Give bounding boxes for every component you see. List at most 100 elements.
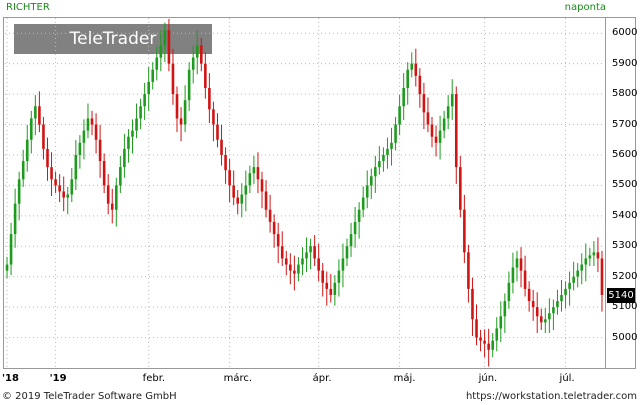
y-tick-label: 5600 — [612, 148, 638, 160]
candle-body — [284, 258, 288, 265]
x-tick-label: máj. — [393, 373, 416, 384]
candle-body — [127, 136, 130, 149]
x-tick-label: '19 — [49, 373, 67, 384]
candle-body — [78, 142, 82, 155]
candle-body — [110, 203, 114, 210]
candle-body — [252, 167, 256, 174]
candle-body — [147, 81, 150, 95]
x-tick-label: ápr. — [312, 373, 332, 384]
candle-body — [106, 185, 110, 204]
candle-body — [167, 30, 171, 64]
candle-body — [471, 288, 474, 320]
candle-body — [228, 170, 231, 186]
candle-body — [333, 282, 337, 295]
candle-body — [418, 75, 422, 95]
candle-body — [9, 234, 13, 265]
candle-body — [17, 179, 21, 204]
interval-label[interactable]: naponta — [564, 2, 606, 13]
candle-body — [90, 118, 94, 125]
candle-body — [535, 307, 539, 317]
candle-body — [527, 288, 531, 302]
candle-body — [98, 139, 102, 162]
candle-body — [414, 63, 418, 76]
candle-body — [434, 136, 438, 143]
candle-body — [483, 340, 486, 344]
candle-body — [406, 69, 410, 88]
candle-body — [54, 179, 57, 186]
candle-body — [365, 185, 369, 198]
candle-body — [62, 191, 65, 198]
candle-body — [280, 246, 284, 259]
y-tick-label: 5800 — [612, 88, 638, 100]
candle-body — [503, 301, 507, 317]
candle-body — [378, 161, 381, 168]
symbol-label[interactable]: RICHTER — [6, 2, 50, 13]
candle-body — [450, 94, 454, 107]
candle-body — [491, 340, 494, 350]
candle-body — [135, 118, 138, 131]
candle-body — [139, 106, 142, 119]
candle-body — [438, 130, 442, 143]
price-axis[interactable] — [606, 17, 636, 369]
candle-body — [341, 258, 345, 271]
candle-body — [511, 267, 515, 283]
candle-body — [463, 209, 466, 253]
candle-body — [430, 124, 434, 137]
y-tick-label: 6000 — [612, 27, 638, 39]
candle-body — [151, 69, 155, 82]
candle-body — [297, 264, 300, 274]
candle-body — [42, 124, 45, 149]
candle-body — [596, 252, 600, 259]
candle-body — [345, 246, 349, 259]
candle-body — [301, 258, 304, 265]
y-tick-label: 5100 — [612, 301, 638, 313]
candle-body — [123, 148, 126, 168]
candle-body — [507, 282, 511, 302]
candle-body — [293, 270, 296, 274]
candle-body — [382, 154, 385, 162]
x-tick-label: '18 — [2, 373, 19, 384]
candle-body — [21, 161, 25, 180]
candle-body — [552, 307, 555, 314]
candle-body — [187, 69, 191, 101]
candle-body — [357, 209, 361, 222]
candle-body — [349, 234, 353, 247]
candle-body — [361, 197, 365, 210]
candle-body — [232, 185, 235, 198]
candle-body — [86, 118, 90, 131]
y-tick-label: 5300 — [612, 240, 638, 252]
candle-body — [499, 316, 503, 329]
candle-body — [256, 167, 260, 180]
candle-body — [220, 139, 223, 155]
candle-body — [94, 124, 98, 140]
candle-body — [556, 301, 559, 308]
candle-body — [442, 118, 446, 131]
candle-body — [487, 343, 490, 350]
candle-body — [216, 124, 219, 140]
candle-body — [272, 221, 276, 235]
candle-body — [260, 179, 264, 192]
candle-body — [268, 209, 272, 222]
candle-body — [119, 167, 122, 186]
candle-body — [38, 106, 41, 125]
footer-url-link[interactable]: https://workstation.teletrader.com — [465, 391, 637, 402]
last-price-label: 5140 — [607, 287, 635, 303]
candle-body — [446, 106, 450, 119]
candle-body — [195, 45, 199, 58]
candle-body — [248, 173, 252, 186]
x-tick-label: júl. — [559, 373, 575, 384]
candle-body — [584, 258, 588, 265]
candle-body — [46, 148, 49, 168]
watermark-text-1: TeleTrader — [69, 29, 157, 49]
candle-body — [155, 57, 159, 70]
candle-body — [515, 258, 519, 268]
candle-body — [115, 185, 118, 210]
candle-body — [386, 148, 389, 155]
candle-body — [410, 63, 414, 70]
candle-body — [475, 319, 478, 338]
candle-body — [374, 167, 377, 177]
candle-body — [576, 270, 579, 277]
candle-body — [199, 45, 203, 64]
